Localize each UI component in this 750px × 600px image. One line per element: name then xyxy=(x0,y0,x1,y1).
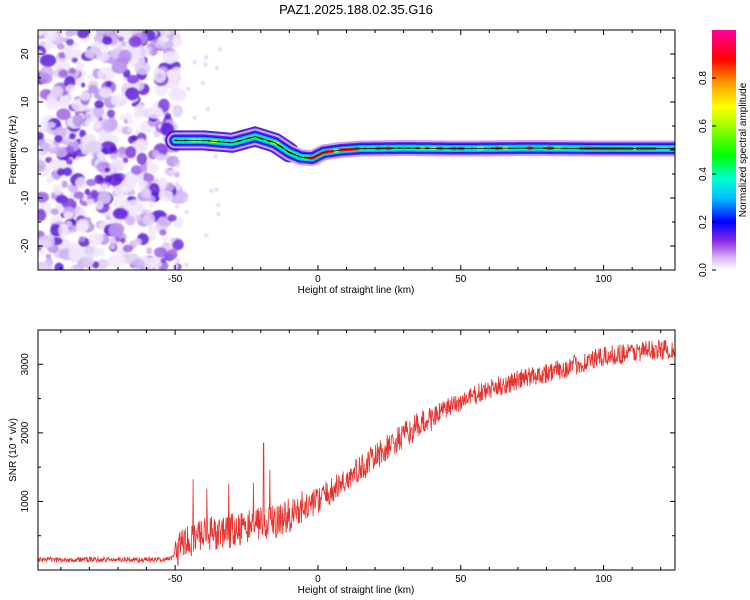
colorbar-tick-label: 0.2 xyxy=(698,215,709,229)
y-tick-label: 10 xyxy=(20,96,31,108)
y-tick-label: -10 xyxy=(20,190,31,205)
spectrogram-panel: -50 0 50 100 -20 -10 0 10 20 Height of straight … xyxy=(8,29,676,296)
spectrogram-ridge xyxy=(165,126,675,167)
x-tick-label: -50 xyxy=(168,574,183,585)
x-tick-label: -50 xyxy=(168,274,183,285)
snr-ylabel: SNR (10 * v/v) xyxy=(8,418,19,482)
y-tick-label: 0 xyxy=(20,147,31,153)
y-tick-label: 2000 xyxy=(20,421,31,444)
colorbar-gradient xyxy=(712,30,736,270)
spectrogram-noise xyxy=(38,30,222,270)
x-tick-label: 0 xyxy=(315,274,321,285)
snr-panel: -50 0 50 100 1000 2000 3000 Height of straight… xyxy=(8,329,676,596)
x-tick-label: 50 xyxy=(455,274,467,285)
colorbar-tick-label: 0.4 xyxy=(698,167,709,181)
colorbar-ticks: 0.0 0.2 0.4 0.6 0.8 xyxy=(698,71,716,277)
colorbar-tick-label: 0.0 xyxy=(698,263,709,277)
y-tick-label: -20 xyxy=(20,238,31,253)
x-tick-label: 100 xyxy=(595,274,612,285)
x-tick-label: 0 xyxy=(315,574,321,585)
snr-ticks: -50 0 50 100 1000 2000 3000 xyxy=(20,329,675,585)
spectrogram-ylabel: Frequency (Hz) xyxy=(8,116,19,185)
colorbar-label: Normalized spectral amplitude xyxy=(738,82,749,217)
colorbar-tick-label: 0.6 xyxy=(698,119,709,133)
snr-xlabel: Height of straight line (km) xyxy=(298,585,415,596)
snr-background xyxy=(38,330,675,570)
y-tick-label: 20 xyxy=(20,48,31,60)
colorbar-tick-label: 0.8 xyxy=(698,71,709,85)
y-tick-label: 1000 xyxy=(20,490,31,513)
spectrogram-xlabel: Height of straight line (km) xyxy=(298,285,415,296)
colorbar: 0.0 0.2 0.4 0.6 0.8 Normalized spectral ampl… xyxy=(698,30,749,277)
y-tick-label: 3000 xyxy=(20,353,31,376)
snr-series-line xyxy=(38,339,675,566)
x-tick-label: 100 xyxy=(595,574,612,585)
figure-title: PAZ1.2025.188.02.35.G16 xyxy=(279,2,433,17)
snr-frame xyxy=(37,329,676,571)
x-tick-label: 50 xyxy=(455,574,467,585)
spectrogram-frame xyxy=(37,29,676,271)
